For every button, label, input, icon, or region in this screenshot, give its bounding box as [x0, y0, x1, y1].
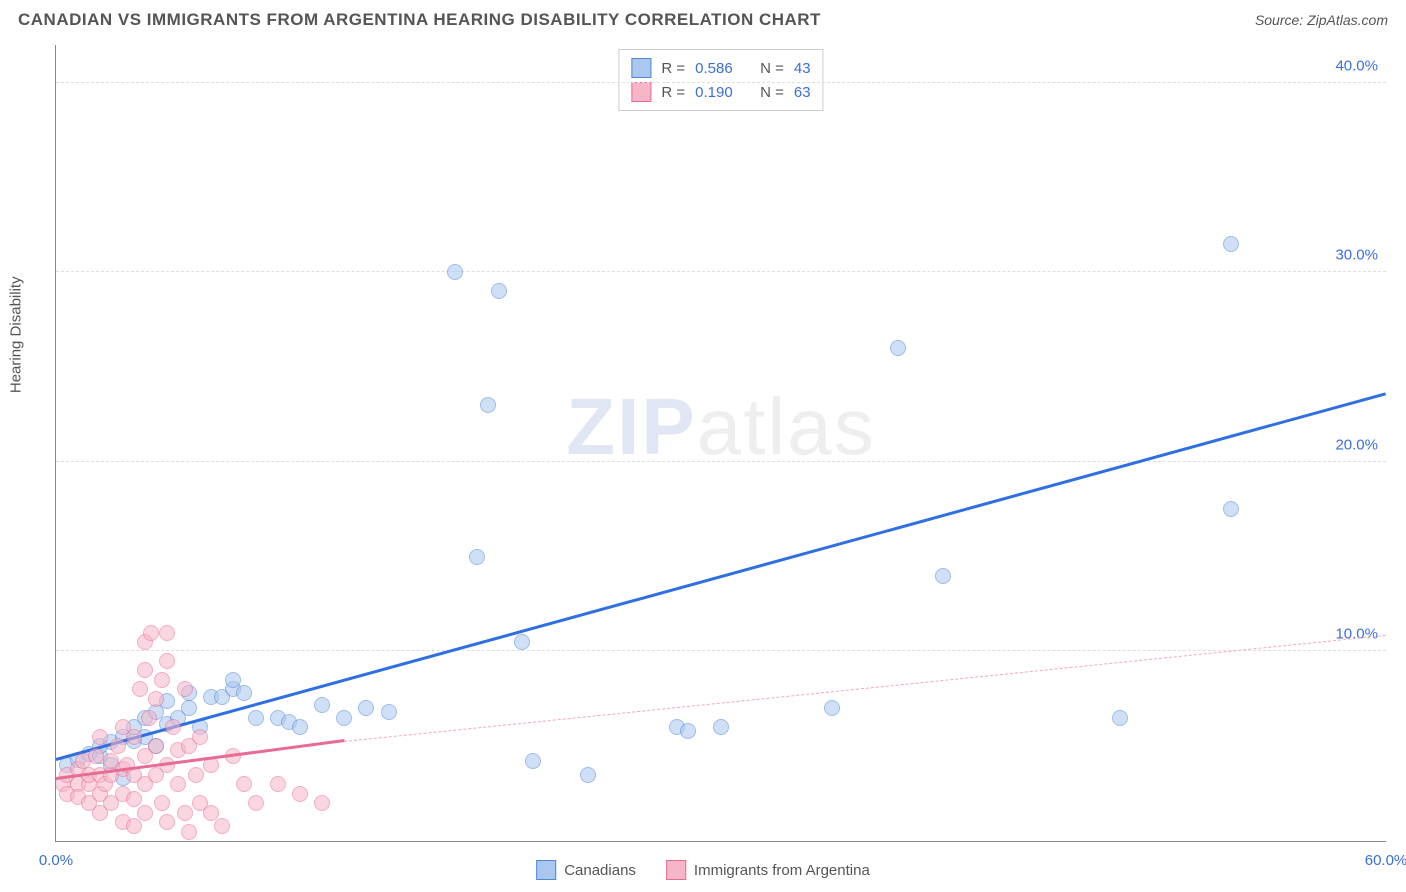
legend-swatch — [666, 860, 686, 880]
series-legend: Canadians Immigrants from Argentina — [536, 860, 870, 880]
y-tick-label: 40.0% — [1335, 57, 1378, 74]
scatter-chart: ZIPatlas Hearing Disability R =0.586N =4… — [55, 45, 1386, 842]
y-tick-label: 10.0% — [1335, 626, 1378, 643]
data-point — [188, 767, 204, 783]
data-point — [154, 795, 170, 811]
legend-r-label: R = — [661, 60, 685, 77]
legend-n-value: 43 — [794, 60, 811, 77]
legend-n-label: N = — [760, 84, 784, 101]
data-point — [236, 776, 252, 792]
data-point — [203, 805, 219, 821]
legend-item: Immigrants from Argentina — [666, 860, 870, 880]
legend-label: Immigrants from Argentina — [694, 862, 870, 879]
data-point — [126, 791, 142, 807]
data-point — [126, 729, 142, 745]
data-point — [181, 824, 197, 840]
data-point — [314, 795, 330, 811]
data-point — [143, 625, 159, 641]
data-point — [110, 738, 126, 754]
legend-swatch — [536, 860, 556, 880]
data-point — [192, 729, 208, 745]
data-point — [580, 767, 596, 783]
data-point — [248, 795, 264, 811]
data-point — [177, 805, 193, 821]
legend-row: R = 0.586 N = 43 — [631, 56, 810, 80]
data-point — [214, 818, 230, 834]
data-point — [292, 786, 308, 802]
grid-line — [56, 461, 1386, 462]
x-tick-label: 0.0% — [39, 852, 73, 869]
data-point — [181, 700, 197, 716]
data-point — [1112, 710, 1128, 726]
data-point — [935, 568, 951, 584]
data-point — [154, 672, 170, 688]
data-point — [141, 710, 157, 726]
data-point — [358, 700, 374, 716]
data-point — [159, 625, 175, 641]
data-point — [890, 340, 906, 356]
data-point — [336, 710, 352, 726]
legend-r-label: R = — [661, 84, 685, 101]
data-point — [469, 549, 485, 565]
data-point — [148, 691, 164, 707]
data-point — [248, 710, 264, 726]
trend-line — [56, 393, 1387, 762]
data-point — [270, 776, 286, 792]
data-point — [137, 805, 153, 821]
legend-row: R = 0.190 N = 63 — [631, 80, 810, 104]
data-point — [126, 818, 142, 834]
correlation-legend: R = 0.586 N = 43 R = 0.190 N = 63 — [618, 49, 823, 111]
y-axis-title: Hearing Disability — [8, 276, 25, 393]
legend-item: Canadians — [536, 860, 636, 880]
grid-line — [56, 82, 1386, 83]
data-point — [447, 264, 463, 280]
legend-r-value: 0.190 — [695, 84, 750, 101]
data-point — [88, 748, 104, 764]
grid-line — [56, 271, 1386, 272]
grid-line — [56, 650, 1386, 651]
data-point — [1223, 236, 1239, 252]
x-tick-label: 60.0% — [1365, 852, 1406, 869]
data-point — [159, 653, 175, 669]
legend-r-value: 0.586 — [695, 60, 750, 77]
data-point — [525, 753, 541, 769]
watermark: ZIPatlas — [566, 381, 875, 473]
data-point — [292, 719, 308, 735]
chart-title: CANADIAN VS IMMIGRANTS FROM ARGENTINA HE… — [18, 10, 821, 30]
chart-header: CANADIAN VS IMMIGRANTS FROM ARGENTINA HE… — [0, 0, 1406, 38]
legend-swatch — [631, 58, 651, 78]
data-point — [381, 704, 397, 720]
data-point — [132, 681, 148, 697]
data-point — [225, 672, 241, 688]
legend-label: Canadians — [564, 862, 636, 879]
data-point — [165, 719, 181, 735]
data-point — [491, 283, 507, 299]
data-point — [236, 685, 252, 701]
data-point — [177, 681, 193, 697]
data-point — [1223, 501, 1239, 517]
data-point — [824, 700, 840, 716]
data-point — [92, 729, 108, 745]
data-point — [148, 738, 164, 754]
data-point — [514, 634, 530, 650]
data-point — [480, 397, 496, 413]
legend-n-value: 63 — [794, 84, 811, 101]
data-point — [137, 662, 153, 678]
chart-source: Source: ZipAtlas.com — [1255, 12, 1388, 28]
data-point — [713, 719, 729, 735]
data-point — [170, 776, 186, 792]
data-point — [680, 723, 696, 739]
data-point — [159, 814, 175, 830]
data-point — [314, 697, 330, 713]
y-tick-label: 20.0% — [1335, 436, 1378, 453]
y-tick-label: 30.0% — [1335, 247, 1378, 264]
legend-n-label: N = — [760, 60, 784, 77]
legend-swatch — [631, 82, 651, 102]
